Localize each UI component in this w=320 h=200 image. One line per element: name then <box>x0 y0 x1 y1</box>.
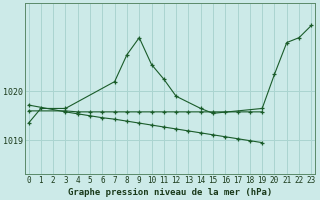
X-axis label: Graphe pression niveau de la mer (hPa): Graphe pression niveau de la mer (hPa) <box>68 188 272 197</box>
